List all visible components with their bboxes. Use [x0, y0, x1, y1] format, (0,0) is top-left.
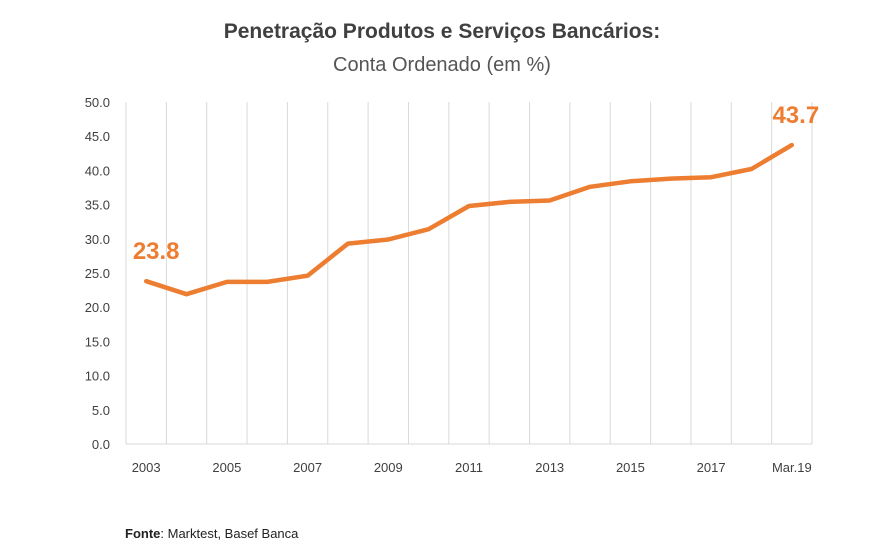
- y-tick-label: 0.0: [92, 437, 110, 452]
- y-tick-label: 40.0: [85, 163, 110, 178]
- y-tick-label: 45.0: [85, 129, 110, 144]
- data-labels: 23.8 43.7: [133, 102, 819, 265]
- x-tick-label: 2011: [455, 460, 483, 475]
- x-tick-label: 2015: [616, 460, 645, 475]
- source-text: : Marktest, Basef Banca: [160, 526, 299, 541]
- y-tick-label: 35.0: [85, 198, 110, 213]
- chart-subtitle: Conta Ordenado (em %): [333, 54, 551, 76]
- x-tick-label: 2017: [697, 460, 726, 475]
- x-tick-label: 2005: [212, 460, 241, 475]
- y-tick-label: 30.0: [85, 232, 110, 247]
- x-tick-label: 2013: [535, 460, 564, 475]
- data-label: 43.7: [772, 102, 819, 129]
- source-note: Fonte: Marktest, Basef Banca: [125, 526, 298, 541]
- gridlines: [125, 102, 813, 444]
- source-label: Fonte: [125, 526, 161, 541]
- x-tick-label: Mar.19: [772, 460, 812, 475]
- y-tick-label: 20.0: [85, 300, 110, 315]
- y-tick-label: 5.0: [92, 403, 110, 418]
- axes: 0.0 5.0 10.0 15.0 20.0 25.0 30.0 35.0 40.0 45.0 50…: [85, 95, 812, 475]
- x-tick-label: 2007: [293, 460, 322, 475]
- series-line: [143, 142, 795, 297]
- x-tick-label: 2003: [132, 460, 161, 475]
- y-tick-label: 10.0: [85, 369, 110, 384]
- series: [143, 142, 795, 297]
- data-label: 23.8: [133, 238, 180, 265]
- x-tick-label: 2009: [374, 460, 403, 475]
- y-tick-label: 50.0: [85, 95, 110, 110]
- y-tick-label: 25.0: [85, 266, 110, 281]
- y-tick-label: 15.0: [85, 334, 110, 349]
- chart-title: Penetração Produtos e Serviços Bancários…: [223, 20, 661, 43]
